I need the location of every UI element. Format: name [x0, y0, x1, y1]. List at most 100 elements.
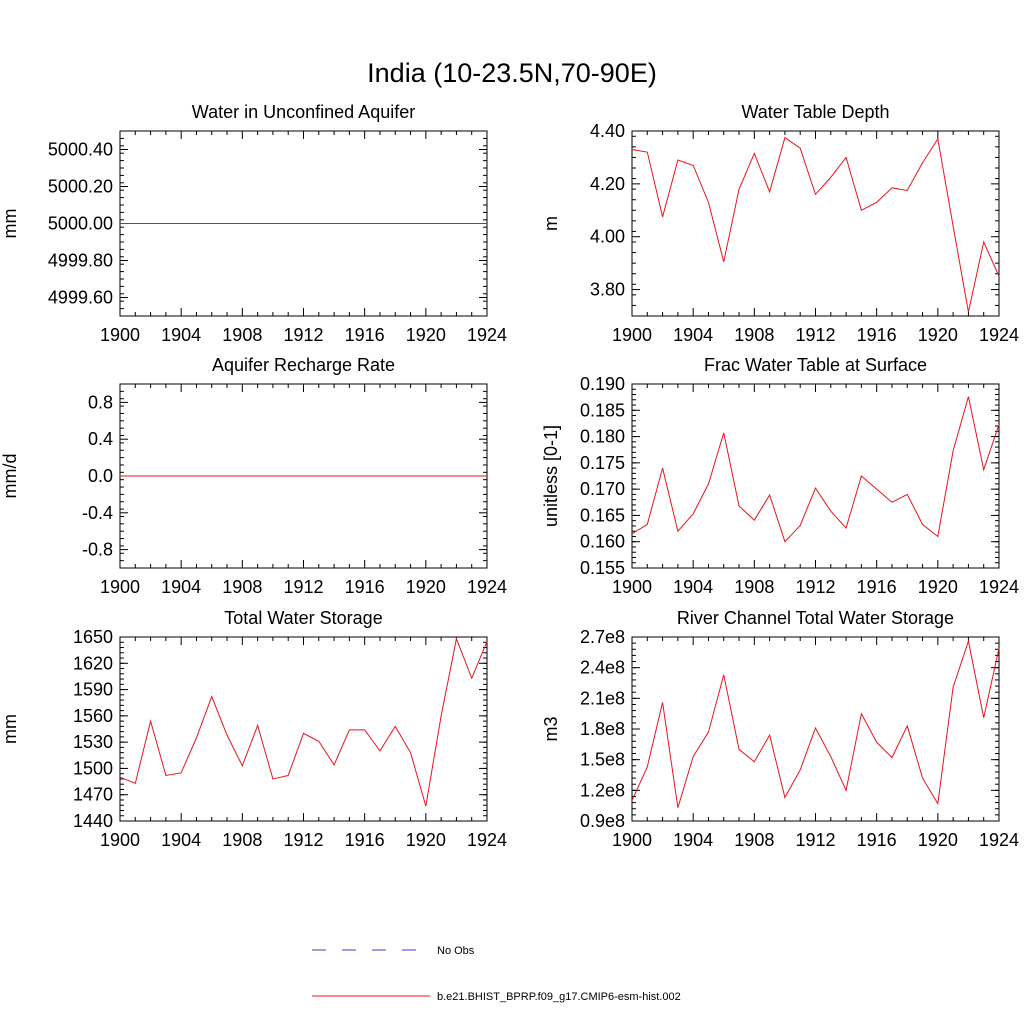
y-axis-label: unitless [0-1] [541, 425, 561, 527]
legend: No Obs b.e21.BHIST_BPRP.f09_g17.CMIP6-es… [312, 945, 681, 1003]
panel-title: Aquifer Recharge Rate [212, 355, 395, 375]
y-tick-label: 1.5e8 [580, 750, 625, 770]
y-tick-label: 0.190 [580, 374, 625, 394]
x-tick-label: 1904 [161, 577, 201, 597]
x-tick-label: 1920 [918, 325, 958, 345]
y-tick-label: 2.7e8 [580, 627, 625, 647]
x-tick-label: 1908 [734, 830, 774, 850]
y-tick-label: 1620 [73, 653, 113, 673]
x-tick-label: 1920 [406, 325, 446, 345]
plot-frame [631, 383, 1000, 569]
y-tick-label: 1560 [73, 706, 113, 726]
legend-label-model: b.e21.BHIST_BPRP.f09_g17.CMIP6-esm-hist.… [437, 991, 681, 1003]
y-tick-label: 1530 [73, 732, 113, 752]
panel-title: Frac Water Table at Surface [704, 355, 927, 375]
x-tick-label: 1912 [283, 325, 323, 345]
y-axis-label: mm [0, 209, 20, 239]
y-axis-label: mm [0, 714, 20, 744]
y-tick-label: 4.20 [590, 174, 625, 194]
x-tick-label: 1916 [857, 830, 897, 850]
y-tick-label: 4.00 [590, 227, 625, 247]
y-tick-label: 5000.00 [48, 214, 113, 234]
panel-5: River Channel Total Water Storage 1900 190… [541, 608, 1019, 850]
x-tick-label: 1916 [345, 830, 385, 850]
y-tick-label: 1650 [73, 627, 113, 647]
y-tick-label: 0.4 [88, 429, 113, 449]
x-tick-label: 1924 [467, 830, 507, 850]
y-tick-label: 0.180 [580, 427, 625, 447]
panel-2: Aquifer Recharge Rate 1900 1904 1908 1912 191… [0, 355, 507, 597]
x-tick-label: 1900 [612, 830, 652, 850]
x-tick-label: 1904 [673, 577, 713, 597]
plot-frame [631, 130, 1000, 317]
panel-title: Water Table Depth [741, 102, 889, 122]
x-tick-label: 1924 [467, 325, 507, 345]
y-tick-label: 0.175 [580, 453, 625, 473]
y-tick-label: 0.170 [580, 479, 625, 499]
panel-title: Total Water Storage [224, 608, 382, 628]
x-tick-label: 1904 [161, 325, 201, 345]
panel-1: Water Table Depth 1900 1904 1908 1912 1916 192… [541, 102, 1019, 345]
y-tick-label: 0.0 [88, 466, 113, 486]
x-tick-label: 1920 [918, 577, 958, 597]
x-tick-label: 1916 [345, 325, 385, 345]
x-tick-label: 1900 [100, 577, 140, 597]
y-tick-label: -0.8 [82, 540, 113, 560]
x-tick-label: 1916 [857, 577, 897, 597]
x-tick-label: 1924 [979, 830, 1019, 850]
x-tick-label: 1908 [222, 830, 262, 850]
y-axis-label: m3 [541, 716, 561, 741]
panels: Water in Unconfined Aquifer 1900 1904 1908 1… [0, 102, 1019, 850]
y-axis-label: m [541, 216, 561, 231]
x-tick-label: 1908 [222, 325, 262, 345]
y-tick-label: 1440 [73, 811, 113, 831]
y-tick-label: 4999.60 [48, 288, 113, 308]
y-tick-label: 0.155 [580, 558, 625, 578]
x-tick-label: 1908 [734, 325, 774, 345]
series-line-model [631, 136, 1000, 313]
x-tick-label: 1904 [673, 325, 713, 345]
y-tick-label: 4999.80 [48, 251, 113, 271]
legend-label-no-obs: No Obs [437, 945, 475, 957]
y-tick-label: 0.165 [580, 505, 625, 525]
x-tick-label: 1900 [612, 577, 652, 597]
x-tick-label: 1900 [100, 325, 140, 345]
y-tick-label: 2.1e8 [580, 688, 625, 708]
series-line-model [631, 396, 1000, 543]
y-tick-label: 4.40 [590, 121, 625, 141]
x-tick-label: 1904 [161, 830, 201, 850]
x-tick-label: 1924 [467, 577, 507, 597]
y-tick-label: 1470 [73, 785, 113, 805]
panel-title: Water in Unconfined Aquifer [192, 102, 415, 122]
y-tick-label: 0.8 [88, 392, 113, 412]
x-tick-label: 1920 [406, 830, 446, 850]
y-tick-label: 2.4e8 [580, 658, 625, 678]
x-tick-label: 1904 [673, 830, 713, 850]
y-tick-label: 3.80 [590, 280, 625, 300]
y-tick-label: 0.9e8 [580, 811, 625, 831]
x-tick-label: 1900 [612, 325, 652, 345]
plot-frame [119, 636, 488, 822]
x-tick-label: 1908 [222, 577, 262, 597]
x-tick-label: 1916 [857, 325, 897, 345]
y-tick-label: 1.8e8 [580, 719, 625, 739]
x-tick-label: 1912 [283, 830, 323, 850]
y-tick-label: 1500 [73, 758, 113, 778]
x-tick-label: 1912 [283, 577, 323, 597]
figure-title: India (10-23.5N,70-90E) [367, 58, 657, 88]
y-tick-label: 0.160 [580, 532, 625, 552]
x-tick-label: 1920 [406, 577, 446, 597]
x-tick-label: 1908 [734, 577, 774, 597]
y-tick-label: 1.2e8 [580, 780, 625, 800]
y-tick-label: 1590 [73, 680, 113, 700]
y-tick-label: -0.4 [82, 503, 113, 523]
x-tick-label: 1900 [100, 830, 140, 850]
y-axis-label: mm/d [0, 454, 20, 499]
x-tick-label: 1912 [795, 830, 835, 850]
y-tick-label: 5000.20 [48, 177, 113, 197]
panel-0: Water in Unconfined Aquifer 1900 1904 1908 1… [0, 102, 507, 345]
x-tick-label: 1920 [918, 830, 958, 850]
x-tick-label: 1924 [979, 577, 1019, 597]
series-line-model [119, 636, 488, 807]
